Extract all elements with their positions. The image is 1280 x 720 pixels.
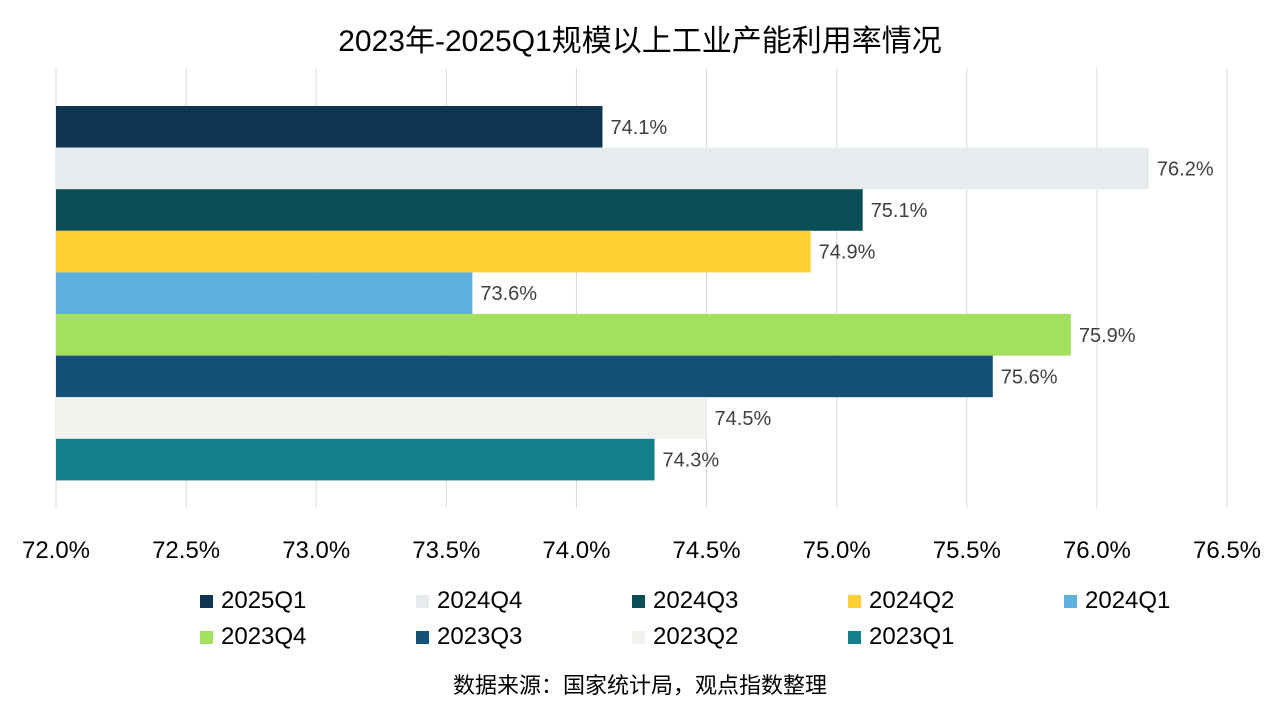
legend-item-2023Q3: 2023Q3 <box>416 622 632 652</box>
bar-2024Q4 <box>56 147 1149 190</box>
x-tick-label: 72.5% <box>152 537 220 564</box>
legend-swatch <box>200 594 213 608</box>
legend-label: 2024Q4 <box>437 587 523 614</box>
chart-title: 2023年-2025Q1规模以上工业产能利用率情况 <box>338 25 942 58</box>
legend-label: 2023Q2 <box>653 623 739 650</box>
data-labels: 74.1% 76.2% 75.1% 74.9% 73.6% 75.9% 75.6% 74.5%… <box>480 117 1214 472</box>
x-tick-label: 75.0% <box>803 537 871 564</box>
bar-2024Q3 <box>56 189 863 231</box>
data-label-2023Q2: 74.5% <box>715 408 772 430</box>
legend-item-2024Q3: 2024Q3 <box>632 586 848 616</box>
x-axis-ticks: 72.0% 72.5% 73.0% 73.5% 74.0% 74.5% 75.0% 75.5%… <box>22 537 1261 564</box>
data-label-2025Q1: 74.1% <box>610 117 667 139</box>
legend-item-2025Q1: 2025Q1 <box>200 586 416 616</box>
x-tick-label: 74.5% <box>673 537 741 564</box>
legend-label: 2024Q1 <box>1085 587 1171 614</box>
bar-chart: 74.1% 76.2% 75.1% 74.9% 73.6% 75.9% 75.6% 74.5%… <box>22 68 1261 564</box>
legend-item-2024Q2: 2024Q2 <box>848 586 1064 616</box>
legend-label: 2023Q3 <box>437 623 523 650</box>
legend-item-2023Q1: 2023Q1 <box>848 622 1064 652</box>
legend-item-2023Q2: 2023Q2 <box>632 622 848 652</box>
bar-2024Q1 <box>56 272 473 314</box>
data-label-2023Q4: 75.9% <box>1079 325 1136 347</box>
data-label-2023Q3: 75.6% <box>1001 366 1058 388</box>
bar-2023Q3 <box>56 355 993 398</box>
legend-label: 2025Q1 <box>221 587 307 614</box>
x-tick-label: 73.5% <box>412 537 480 564</box>
data-label-2024Q1: 73.6% <box>480 283 537 305</box>
legend-swatch <box>632 594 645 608</box>
x-tick-label: 74.0% <box>542 537 610 564</box>
data-label-2023Q1: 74.3% <box>663 450 720 472</box>
data-label-2024Q2: 74.9% <box>819 242 876 264</box>
x-tick-label: 76.5% <box>1193 537 1261 564</box>
legend-swatch <box>848 630 861 644</box>
legend: 2025Q1 2024Q4 2024Q3 2024Q2 2024Q1 2023Q4 2023… <box>200 586 1240 652</box>
x-tick-label: 75.5% <box>933 537 1001 564</box>
bar-2023Q2 <box>56 397 707 439</box>
x-tick-label: 76.0% <box>1063 537 1131 564</box>
legend-swatch <box>200 630 213 644</box>
legend-swatch <box>848 594 861 608</box>
legend-item-2024Q4: 2024Q4 <box>416 586 632 616</box>
bar-2023Q4 <box>56 314 1071 356</box>
legend-swatch <box>632 630 645 644</box>
bars <box>56 106 1149 481</box>
bar-2025Q1 <box>56 106 603 148</box>
bar-2024Q2 <box>56 230 811 273</box>
legend-swatch <box>416 594 429 608</box>
x-tick-label: 72.0% <box>22 537 90 564</box>
legend-label: 2023Q4 <box>221 623 307 650</box>
legend-label: 2024Q2 <box>869 587 955 614</box>
legend-item-2023Q4: 2023Q4 <box>200 622 416 652</box>
bar-2023Q1 <box>56 438 655 481</box>
legend-swatch <box>416 630 429 644</box>
legend-item-2024Q1: 2024Q1 <box>1064 586 1280 616</box>
x-tick-label: 73.0% <box>282 537 350 564</box>
data-label-2024Q3: 75.1% <box>871 200 928 222</box>
legend-label: 2024Q3 <box>653 587 739 614</box>
data-label-2024Q4: 76.2% <box>1157 158 1214 180</box>
legend-swatch <box>1064 594 1077 608</box>
legend-label: 2023Q1 <box>869 623 955 650</box>
source-note: 数据来源：国家统计局，观点指数整理 <box>452 673 827 698</box>
